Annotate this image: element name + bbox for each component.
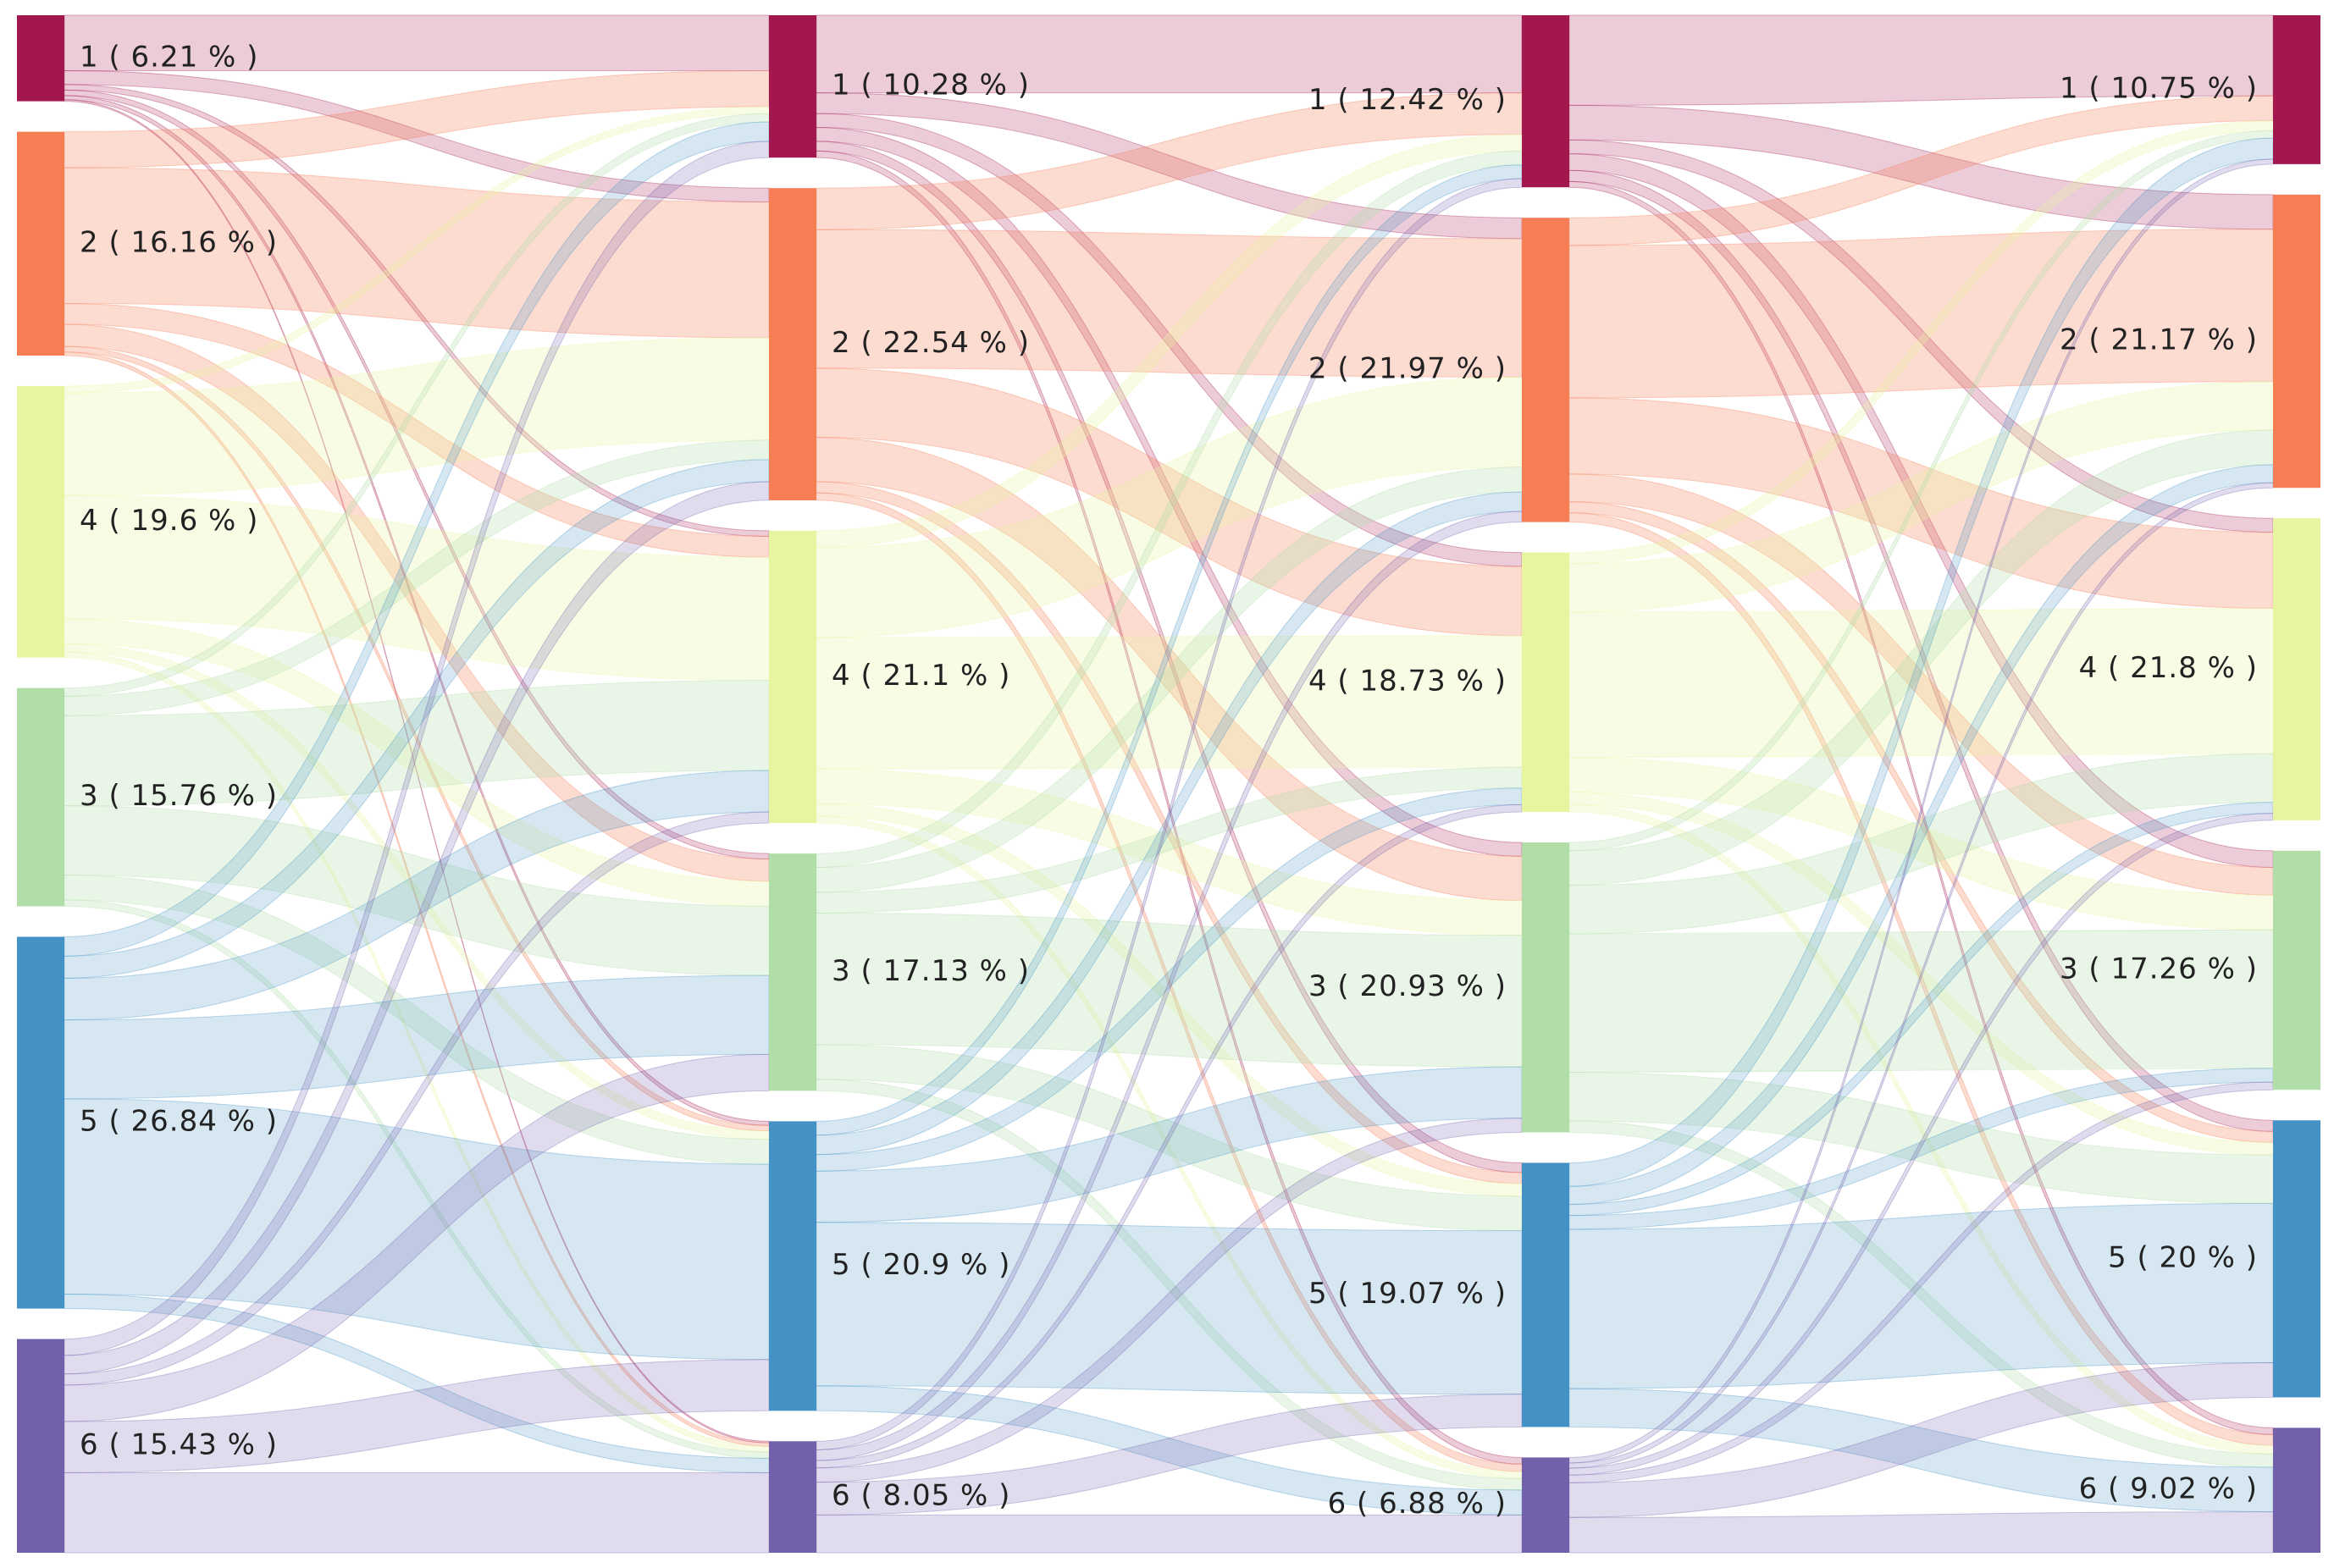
- node-col1-cat2[interactable]: [17, 131, 64, 356]
- node-label-col2-cat6: 6 ( 8.05 % ): [832, 1479, 1010, 1513]
- node-col4-cat1[interactable]: [2273, 15, 2320, 164]
- node-label-col3-cat2: 2 ( 21.97 % ): [1308, 351, 1507, 385]
- flow-link-3-5-to-5: [1568, 1202, 2274, 1389]
- node-label-col1-cat1: 1 ( 6.21 % ): [80, 40, 258, 74]
- node-label-col3-cat4: 4 ( 18.73 % ): [1308, 664, 1507, 698]
- node-col1-cat4[interactable]: [17, 385, 64, 658]
- node-label-col1-cat5: 5 ( 26.84 % ): [80, 1105, 278, 1139]
- node-col2-cat5[interactable]: [769, 1121, 816, 1411]
- node-col1-cat1[interactable]: [17, 15, 64, 102]
- node-col2-cat3[interactable]: [769, 853, 816, 1091]
- node-label-col1-cat4: 4 ( 19.6 % ): [80, 504, 258, 538]
- node-col4-cat3[interactable]: [2273, 850, 2320, 1090]
- flow-link-3-3-to-6: [1568, 1120, 2274, 1468]
- node-label-col1-cat3: 3 ( 15.76 % ): [80, 779, 278, 813]
- node-label-col2-cat1: 1 ( 10.28 % ): [832, 69, 1030, 102]
- node-label-col3-cat6: 6 ( 6.88 % ): [1328, 1487, 1507, 1521]
- node-label-col4-cat6: 6 ( 9.02 % ): [2079, 1472, 2258, 1506]
- node-col1-cat3[interactable]: [17, 687, 64, 907]
- node-col4-cat5[interactable]: [2273, 1120, 2320, 1398]
- node-col3-cat6[interactable]: [1522, 1457, 1569, 1553]
- node-label-col4-cat4: 4 ( 21.8 % ): [2079, 651, 2258, 685]
- node-label-col4-cat2: 2 ( 21.17 % ): [2060, 323, 2258, 357]
- nodes-layer: [17, 15, 2320, 1553]
- node-label-col2-cat2: 2 ( 22.54 % ): [832, 326, 1030, 360]
- node-label-col3-cat3: 3 ( 20.93 % ): [1308, 969, 1507, 1003]
- node-col3-cat5[interactable]: [1522, 1162, 1569, 1427]
- links-layer: [64, 14, 2274, 1554]
- node-col3-cat1[interactable]: [1522, 15, 1569, 188]
- node-col4-cat2[interactable]: [2273, 194, 2320, 489]
- flow-link-1-6-to-1: [64, 141, 770, 1356]
- node-col1-cat5[interactable]: [17, 936, 64, 1309]
- node-label-col2-cat4: 4 ( 21.1 % ): [832, 659, 1010, 693]
- node-col2-cat6[interactable]: [769, 1441, 816, 1553]
- flow-link-1-6-to-3: [64, 1053, 770, 1422]
- node-label-col3-cat5: 5 ( 19.07 % ): [1308, 1277, 1507, 1311]
- node-label-col2-cat3: 3 ( 17.13 % ): [832, 954, 1030, 988]
- node-label-col1-cat2: 2 ( 16.16 % ): [80, 225, 278, 259]
- node-col2-cat1[interactable]: [769, 15, 816, 158]
- labels-layer: 1 ( 6.21 % ) 2 ( 16.16 % ) 4 ( 19.6 % ) 3 (…: [80, 40, 2258, 1521]
- flow-link-2-6-to-3: [816, 1118, 1523, 1483]
- node-col2-cat2[interactable]: [769, 188, 816, 500]
- flow-link-3-1-to-6: [1568, 180, 2274, 1435]
- node-col1-cat6[interactable]: [17, 1339, 64, 1553]
- node-col3-cat4[interactable]: [1522, 552, 1569, 813]
- flow-link-3-2-to-2: [1568, 229, 2274, 399]
- node-col4-cat4[interactable]: [2273, 518, 2320, 820]
- node-label-col4-cat5: 5 ( 20 % ): [2108, 1240, 2258, 1274]
- node-col4-cat6[interactable]: [2273, 1427, 2320, 1553]
- node-col2-cat4[interactable]: [769, 530, 816, 824]
- flow-link-3-6-to-6: [1568, 1511, 2274, 1554]
- flow-link-1-6-to-6: [64, 1471, 770, 1554]
- flow-link-3-3-to-3: [1568, 929, 2274, 1074]
- node-label-col4-cat1: 1 ( 10.75 % ): [2060, 71, 2258, 105]
- node-label-col4-cat3: 3 ( 17.26 % ): [2060, 952, 2258, 986]
- node-label-col2-cat5: 5 ( 20.9 % ): [832, 1248, 1010, 1282]
- node-col3-cat3[interactable]: [1522, 842, 1569, 1133]
- node-label-col3-cat1: 1 ( 12.42 % ): [1308, 83, 1507, 117]
- flow-link-3-1-to-1: [1568, 14, 2274, 106]
- node-col3-cat2[interactable]: [1522, 218, 1569, 522]
- node-label-col1-cat6: 6 ( 15.43 % ): [80, 1427, 278, 1461]
